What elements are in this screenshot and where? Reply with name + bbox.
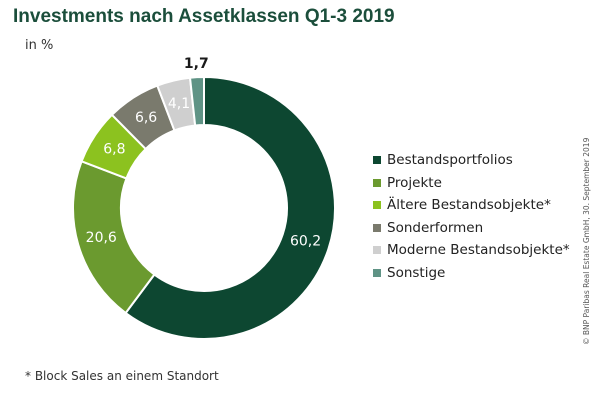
legend-item-sonstige: Sonstige bbox=[373, 262, 570, 285]
data-label-aeltere-bestandsobjekte: 6,8 bbox=[103, 142, 125, 158]
legend-label-bestandsportfolios: Bestandsportfolios bbox=[387, 152, 513, 169]
data-label-sonderformen: 6,6 bbox=[135, 110, 157, 126]
legend-item-sonderformen: Sonderformen bbox=[373, 217, 570, 240]
legend-swatch-bestandsportfolios bbox=[373, 156, 381, 165]
footnote: * Block Sales an einem Standort bbox=[25, 369, 219, 383]
legend-label-moderne-bestandsobjekte: Moderne Bestandsobjekte* bbox=[387, 242, 570, 259]
legend-label-aeltere-bestandsobjekte: Ältere Bestandsobjekte* bbox=[387, 197, 551, 214]
legend-label-sonstige: Sonstige bbox=[387, 264, 446, 281]
slice-bestandsportfolios bbox=[124, 75, 336, 340]
data-label-bestandsportfolios: 60,2 bbox=[290, 234, 321, 250]
legend-item-moderne-bestandsobjekte: Moderne Bestandsobjekte* bbox=[373, 239, 570, 262]
unit-label: in % bbox=[25, 38, 54, 53]
legend-label-projekte: Projekte bbox=[387, 174, 442, 191]
slice-sonstige bbox=[188, 75, 205, 127]
legend-item-bestandsportfolios: Bestandsportfolios bbox=[373, 149, 570, 172]
legend-item-aeltere-bestandsobjekte: Ältere Bestandsobjekte* bbox=[373, 194, 570, 217]
legend-swatch-sonstige bbox=[373, 268, 381, 277]
data-label-sonstige: 1,7 bbox=[184, 56, 209, 72]
data-label-projekte: 20,6 bbox=[86, 230, 117, 246]
legend-label-sonderformen: Sonderformen bbox=[387, 219, 484, 236]
legend-swatch-aeltere-bestandsobjekte bbox=[373, 201, 381, 210]
source-note: © BNP Paribas Real Estate GmbH, 30. Sept… bbox=[582, 137, 591, 345]
legend-swatch-projekte bbox=[373, 178, 381, 187]
legend-swatch-moderne-bestandsobjekte bbox=[373, 246, 381, 255]
data-label-moderne-bestandsobjekte: 4,1 bbox=[168, 96, 190, 112]
legend-item-projekte: Projekte bbox=[373, 172, 570, 195]
legend-swatch-sonderformen bbox=[373, 223, 381, 232]
chart-title: Investments nach Assetklassen Q1-3 2019 bbox=[13, 6, 395, 27]
legend: Bestandsportfolios Projekte Ältere Besta… bbox=[373, 149, 570, 284]
